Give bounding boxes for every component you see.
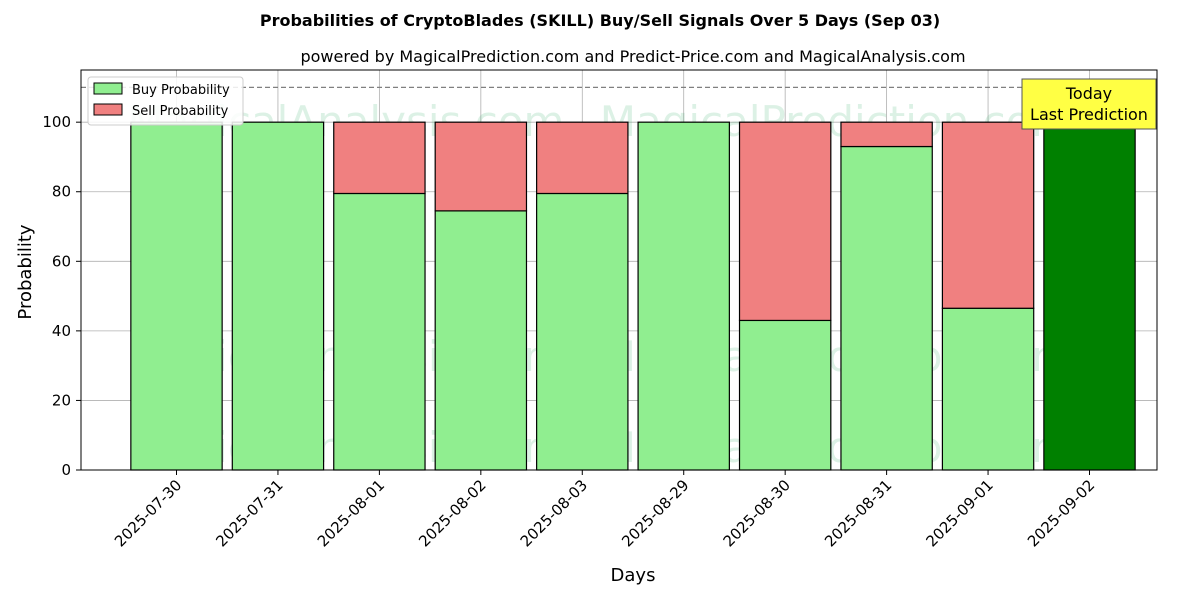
- bars-layer: [130, 121, 1136, 471]
- annotation-line-1: Today: [1065, 84, 1112, 103]
- bar-buy: [941, 307, 1035, 471]
- x-axis: 2025-07-30 2025-07-31 2025-08-01 2025-08-02…: [111, 470, 1098, 550]
- bar-sell: [434, 121, 528, 212]
- x-tick-label: 2025-07-30: [111, 476, 185, 550]
- bar-sell: [941, 121, 1035, 309]
- bar-buy: [1043, 121, 1136, 471]
- x-tick-label: 2025-08-31: [821, 476, 895, 550]
- x-tick-label: 2025-08-03: [517, 476, 591, 550]
- bar-sell: [738, 121, 832, 322]
- today-annotation: Today Last Prediction: [1021, 78, 1157, 130]
- bar-buy: [130, 121, 223, 471]
- bar-buy: [536, 192, 629, 471]
- bar-buy: [333, 192, 426, 471]
- y-tick-label: 100: [42, 113, 71, 131]
- bar-buy: [231, 121, 325, 471]
- chart-subtitle: powered by MagicalPrediction.com and Pre…: [300, 47, 965, 66]
- y-axis: 0 20 40 60 80 100: [42, 113, 81, 479]
- x-axis-label: Days: [611, 565, 656, 586]
- x-tick-label: 2025-08-29: [618, 476, 692, 550]
- annotation-box: [1021, 78, 1157, 130]
- bar-buy: [738, 319, 832, 471]
- legend-label-buy: Buy Probability: [132, 83, 230, 98]
- y-tick-label: 60: [52, 252, 71, 270]
- y-tick-label: 20: [52, 391, 71, 409]
- legend-swatch-buy: [93, 82, 123, 95]
- x-tick-label: 2025-09-02: [1024, 476, 1098, 550]
- bar-sell: [536, 121, 629, 195]
- legend-label-sell: Sell Probability: [132, 104, 229, 119]
- bar-sell: [333, 121, 426, 195]
- y-tick-label: 40: [52, 322, 71, 340]
- x-tick-label: 2025-08-30: [720, 476, 794, 550]
- x-tick-label: 2025-08-01: [314, 476, 388, 550]
- x-tick-label: 2025-08-02: [415, 476, 489, 550]
- bar-sell: [840, 121, 933, 148]
- legend-box: [87, 76, 244, 126]
- y-axis-label: Probability: [15, 224, 36, 319]
- legend-swatch-sell: [93, 103, 123, 116]
- x-tick-label: 2025-07-31: [212, 476, 286, 550]
- y-tick-label: 0: [61, 461, 71, 479]
- chart-title: Probabilities of CryptoBlades (SKILL) Bu…: [260, 11, 940, 30]
- legend: Buy Probability Sell Probability: [87, 76, 244, 126]
- plot-frame: [80, 69, 1158, 471]
- bar-buy: [637, 121, 730, 471]
- bar-buy: [434, 210, 528, 471]
- x-tick-label: 2025-09-01: [923, 476, 997, 550]
- bar-buy: [840, 145, 933, 471]
- y-tick-label: 80: [52, 183, 71, 201]
- annotation-line-2: Last Prediction: [1030, 105, 1148, 124]
